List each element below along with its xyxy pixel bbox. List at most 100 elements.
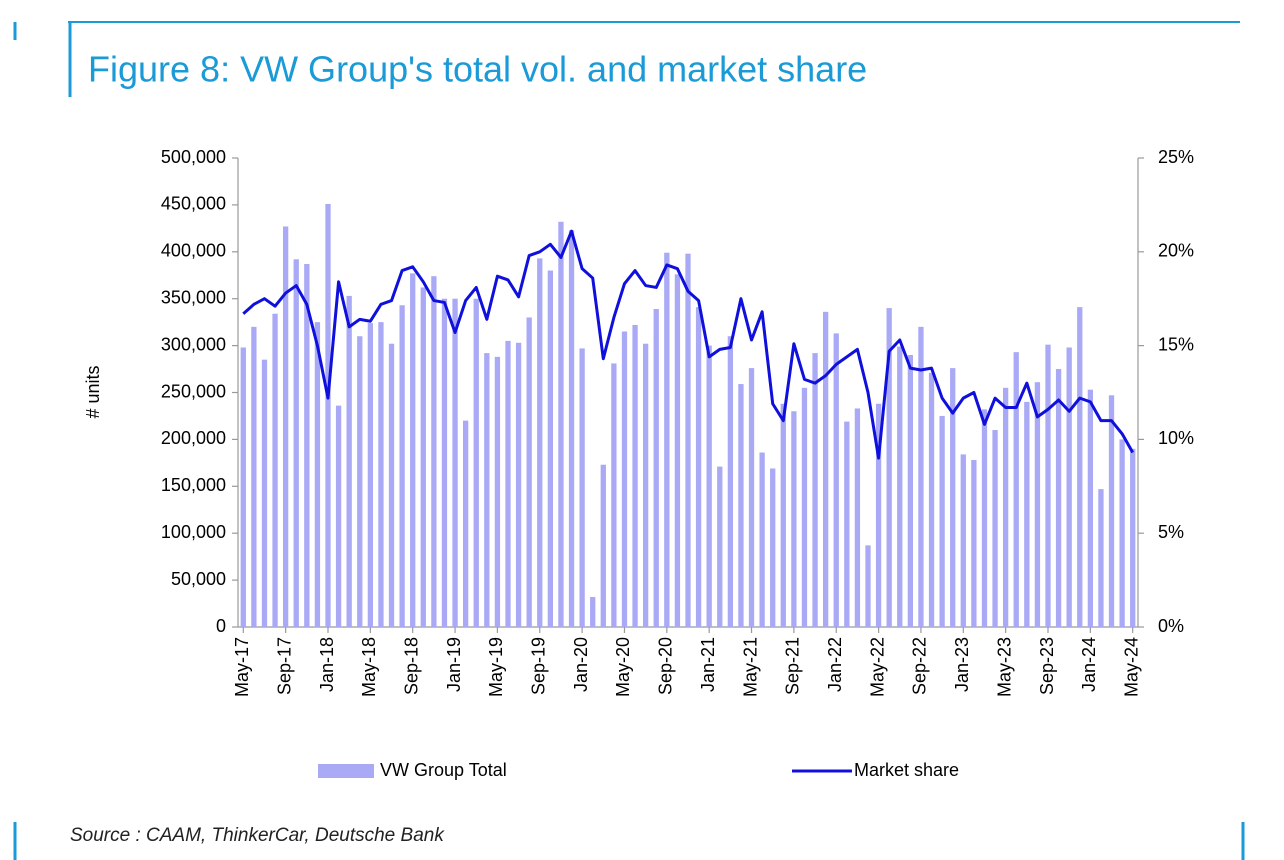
bar (304, 263, 310, 627)
bar (399, 305, 405, 627)
bar (886, 308, 892, 627)
bar (812, 353, 818, 627)
y-tick-label: 300,000 (161, 334, 226, 354)
y-tick-label: 150,000 (161, 475, 226, 495)
y-tick-label: 50,000 (171, 569, 226, 589)
bar (325, 203, 331, 627)
bar (992, 430, 998, 627)
bar (1003, 387, 1009, 627)
bar (410, 273, 416, 627)
bar (568, 230, 575, 627)
bar (346, 295, 352, 627)
bar (854, 408, 861, 627)
x-tick-label: May-21 (740, 637, 760, 697)
chart-title: Figure 8: VW Group's total vol. and mark… (88, 49, 867, 90)
bar (293, 259, 299, 627)
x-tick-label: Sep-20 (656, 637, 676, 695)
y-tick-label: 200,000 (161, 428, 226, 448)
bar (1066, 347, 1072, 627)
x-tick-label: Sep-17 (274, 637, 294, 695)
y-axis-label: # units (83, 365, 103, 418)
x-tick-label: Jan-19 (444, 637, 464, 692)
bar (261, 359, 268, 627)
bar (388, 343, 395, 627)
y-tick-label: 350,000 (161, 287, 226, 307)
x-tick-label: May-19 (486, 637, 506, 697)
bar (611, 363, 617, 627)
bar (452, 298, 458, 627)
bar (823, 311, 829, 627)
bar (505, 340, 511, 627)
bar (579, 348, 585, 627)
legend-label: VW Group Total (380, 760, 507, 780)
bar (1130, 448, 1136, 627)
x-tick-label: Sep-18 (401, 637, 421, 695)
x-tick-label: May-17 (232, 637, 252, 697)
bar (547, 270, 553, 627)
bar (928, 372, 935, 627)
bar (748, 368, 755, 627)
x-tick-label: Jan-18 (317, 637, 337, 692)
bar (738, 384, 744, 627)
bar (441, 298, 448, 627)
x-tick-label: Sep-22 (910, 637, 930, 695)
x-tick-label: May-18 (359, 637, 379, 697)
bar (844, 421, 850, 627)
bar (971, 460, 977, 627)
bar (272, 313, 278, 627)
x-tick-label: Jan-21 (698, 637, 718, 692)
bar (335, 405, 342, 627)
source: Source : CAAM, ThinkerCar, Deutsche Bank (70, 825, 445, 846)
bar (865, 545, 871, 627)
bar (558, 221, 564, 627)
bar (918, 326, 924, 627)
x-tick-label: Jan-22 (825, 637, 845, 692)
bar (484, 353, 490, 627)
y-tick-label: 0 (216, 616, 226, 636)
bar (770, 468, 776, 627)
bar (960, 454, 966, 627)
y-tick-label: 250,000 (161, 381, 226, 401)
bar (674, 274, 681, 627)
bar (801, 387, 808, 627)
bar (875, 403, 882, 627)
bar (420, 287, 426, 627)
x-tick-label: Jan-20 (571, 637, 591, 692)
y2-tick-label: 20% (1158, 241, 1194, 261)
bar (357, 336, 363, 627)
bar (727, 336, 733, 627)
bar (1055, 369, 1062, 627)
bar (695, 307, 702, 627)
bar (1077, 307, 1083, 627)
bar (515, 342, 522, 627)
bar (717, 466, 723, 627)
bar (833, 333, 839, 627)
bar (590, 596, 596, 627)
bar (643, 343, 649, 627)
bar (251, 326, 257, 627)
x-tick-label: May-20 (613, 637, 633, 697)
bar (314, 322, 321, 627)
bar (981, 409, 988, 627)
bar (537, 258, 543, 627)
bar (1013, 352, 1019, 627)
bar (240, 347, 246, 627)
x-tick-label: Sep-21 (783, 637, 803, 695)
bar (1024, 401, 1030, 627)
bar (780, 403, 786, 627)
y2-tick-label: 5% (1158, 522, 1184, 542)
x-tick-label: Jan-23 (952, 637, 972, 692)
bar (431, 276, 437, 627)
bar (1045, 344, 1051, 627)
bar (939, 415, 945, 627)
legend-label: Market share (854, 760, 959, 780)
bar (1098, 489, 1104, 627)
y-tick-label: 400,000 (161, 241, 226, 261)
y2-tick-label: 0% (1158, 616, 1184, 636)
y-tick-label: 100,000 (161, 522, 226, 542)
bar (1108, 395, 1115, 627)
bar (897, 346, 903, 627)
x-tick-label: May-24 (1121, 637, 1141, 697)
y2-tick-label: 25% (1158, 147, 1194, 167)
bar (653, 309, 659, 627)
